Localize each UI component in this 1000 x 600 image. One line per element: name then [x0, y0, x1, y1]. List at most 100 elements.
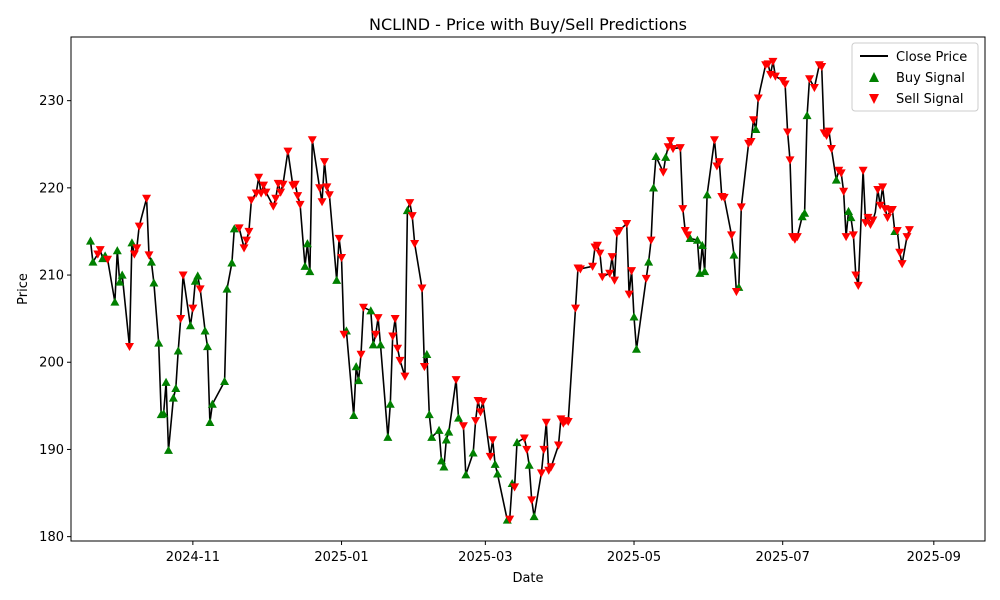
- sell-signal-marker: [678, 205, 688, 214]
- sell-signal-marker: [624, 290, 634, 299]
- sell-signal-marker: [322, 183, 332, 192]
- buy-signal-marker: [751, 124, 761, 134]
- sell-signal-marker: [853, 281, 863, 291]
- sell-signal-marker: [390, 315, 400, 324]
- buy-signal-marker: [436, 456, 446, 465]
- sell-signal-marker: [317, 198, 327, 207]
- sell-signal-marker: [451, 376, 461, 385]
- buy-signal-marker: [193, 271, 203, 280]
- sell-signal-marker: [373, 314, 383, 323]
- buy-signal-marker: [444, 427, 454, 436]
- sell-signal-marker: [400, 372, 410, 381]
- buy-signal-marker: [729, 250, 739, 259]
- buy-signal-marker: [800, 208, 810, 217]
- sell-signal-marker: [142, 194, 152, 203]
- y-tick-label: 220: [39, 181, 64, 196]
- sell-signal-marker: [485, 452, 495, 461]
- sell-signal-marker: [768, 57, 778, 66]
- sell-signal-marker: [188, 304, 198, 313]
- sell-signal-marker: [878, 183, 888, 192]
- sell-signal-marker: [541, 418, 551, 427]
- sell-signal-marker: [809, 83, 819, 93]
- sell-signal-marker: [805, 75, 815, 84]
- sell-signal-marker: [241, 236, 251, 245]
- buy-signal-marker: [831, 175, 841, 184]
- sell-signal-marker: [478, 397, 488, 406]
- buy-signal-marker: [351, 362, 361, 371]
- sell-signal-marker: [395, 356, 405, 366]
- sell-signal-marker: [595, 249, 605, 258]
- sell-signal-marker: [290, 180, 300, 189]
- sell-signal-marker: [785, 156, 795, 165]
- sell-signal-marker: [836, 169, 846, 178]
- sell-signal-marker: [675, 144, 685, 153]
- sell-signal-marker: [592, 241, 602, 250]
- sell-signal-marker: [124, 342, 134, 352]
- buy-signal-marker: [332, 275, 342, 284]
- sell-signal-marker: [419, 363, 429, 372]
- sell-signal-marker: [234, 224, 244, 233]
- sell-signal-marker: [278, 180, 288, 189]
- sell-signal-marker: [863, 213, 873, 222]
- sell-signal-marker: [658, 168, 668, 177]
- sell-signal-marker: [254, 173, 264, 182]
- sell-signal-marker: [132, 244, 142, 253]
- buy-signal-marker: [115, 277, 125, 286]
- sell-signal-marker: [244, 227, 254, 236]
- sell-signal-marker: [283, 147, 293, 156]
- legend-label-close: Close Price: [896, 50, 967, 65]
- buy-signal-marker: [644, 257, 654, 266]
- sell-signal-marker: [897, 260, 907, 269]
- sell-signal-marker: [505, 515, 515, 524]
- buy-signal-marker: [846, 212, 856, 222]
- sell-signal-marker: [522, 445, 532, 454]
- legend-label-sell: Sell Signal: [896, 92, 964, 107]
- sell-signal-marker: [519, 434, 529, 443]
- buy-signal-marker: [383, 432, 393, 441]
- sell-signal-marker: [588, 262, 598, 271]
- sell-signal-marker: [719, 193, 729, 202]
- buy-signal-marker: [461, 470, 471, 479]
- legend-sell-swatch: [869, 94, 879, 104]
- buy-signal-marker: [117, 270, 127, 279]
- buy-signal-marker: [802, 110, 812, 120]
- buy-signal-marker: [112, 246, 122, 255]
- buy-signal-marker: [190, 276, 200, 285]
- sell-signal-marker: [731, 288, 741, 297]
- buy-signal-marker: [439, 462, 449, 471]
- legend-box: [851, 42, 979, 112]
- sell-signal-marker: [622, 220, 632, 229]
- buy-signal-marker: [305, 267, 315, 276]
- sell-signal-marker: [334, 234, 344, 243]
- sell-signal-marker: [575, 265, 585, 274]
- sell-signal-marker: [268, 202, 278, 211]
- sell-signal-marker: [371, 330, 381, 339]
- buy-signal-marker: [631, 344, 641, 353]
- buy-signal-marker: [493, 469, 503, 478]
- buy-signal-marker: [366, 306, 376, 315]
- buy-signal-marker: [227, 258, 237, 267]
- buy-signal-marker: [349, 410, 359, 420]
- x-tick-label: 2025-03: [458, 550, 512, 565]
- buy-signal-marker: [512, 437, 522, 447]
- sell-signal-marker: [824, 127, 834, 136]
- buy-signal-marker: [376, 340, 386, 349]
- sell-signal-marker: [902, 233, 912, 242]
- sell-signal-marker: [95, 246, 105, 255]
- buy-signal-marker: [441, 435, 451, 444]
- sell-signal-marker: [858, 166, 868, 175]
- sell-signal-marker: [883, 213, 893, 222]
- buy-signal-marker: [171, 383, 181, 393]
- sell-signal-marker: [605, 269, 615, 278]
- sell-signal-marker: [319, 158, 329, 167]
- x-tick-label: 2025-05: [607, 550, 661, 565]
- sell-signal-marker: [666, 137, 676, 146]
- sell-signal-marker: [324, 191, 334, 200]
- sell-signal-marker: [851, 271, 861, 280]
- sell-signal-marker: [770, 72, 780, 81]
- buy-signal-marker: [434, 425, 444, 434]
- buy-signal-marker: [427, 432, 437, 441]
- buy-signal-marker: [200, 326, 210, 335]
- sell-signal-marker: [356, 350, 366, 359]
- buy-signal-marker: [146, 257, 156, 266]
